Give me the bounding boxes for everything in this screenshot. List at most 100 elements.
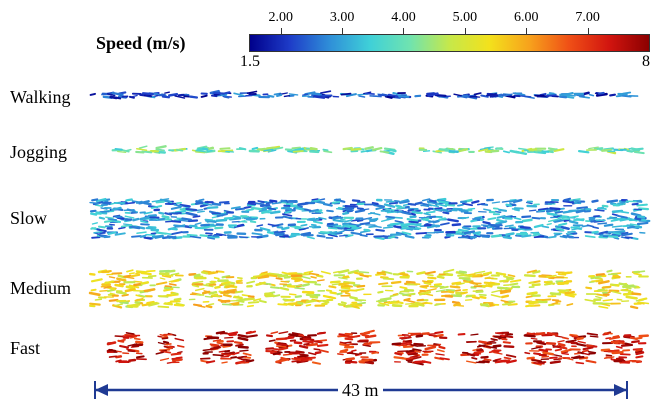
velocity-vector — [608, 336, 621, 340]
velocity-vector — [416, 298, 425, 302]
velocity-vector — [343, 219, 353, 223]
velocity-vector — [123, 274, 132, 278]
velocity-vector — [501, 215, 513, 219]
velocity-vector — [304, 208, 312, 212]
velocity-vector — [89, 201, 100, 204]
velocity-vector — [131, 235, 142, 238]
colorbar-tick-mark — [342, 28, 344, 34]
velocity-vector — [418, 290, 432, 296]
velocity-vector — [426, 302, 433, 305]
velocity-vector — [124, 288, 136, 293]
velocity-vector — [399, 286, 408, 290]
velocity-vector — [549, 356, 558, 360]
velocity-vector — [631, 340, 640, 344]
velocity-vector — [275, 345, 287, 348]
velocity-vector — [119, 300, 129, 305]
velocity-vector — [322, 202, 333, 207]
velocity-vector — [383, 203, 396, 208]
velocity-vector — [398, 94, 410, 99]
velocity-vector — [482, 271, 493, 276]
velocity-vector — [177, 351, 183, 354]
velocity-vector — [394, 352, 403, 356]
velocity-vector — [442, 211, 450, 215]
velocity-vector — [611, 351, 624, 355]
velocity-vector — [103, 285, 112, 289]
velocity-vector — [199, 234, 208, 237]
velocity-vector — [398, 292, 409, 297]
velocity-vector — [435, 353, 445, 356]
velocity-vector — [158, 211, 165, 215]
velocity-vector — [313, 95, 326, 99]
velocity-vector — [109, 223, 116, 226]
velocity-vector — [202, 284, 214, 288]
velocity-vector — [104, 280, 115, 285]
velocity-vector — [139, 281, 150, 286]
velocity-vector — [166, 235, 177, 240]
velocity-vector — [476, 344, 486, 348]
velocity-vector — [163, 287, 174, 292]
velocity-vector — [423, 281, 432, 286]
velocity-vector — [215, 330, 226, 335]
velocity-vector — [322, 148, 329, 152]
velocity-vector — [465, 294, 473, 298]
velocity-vector — [261, 274, 269, 278]
velocity-vector — [171, 358, 183, 362]
velocity-vector — [638, 301, 650, 305]
velocity-vector — [400, 227, 410, 230]
velocity-vector — [138, 294, 147, 298]
velocity-vector — [377, 271, 386, 275]
velocity-vector — [629, 223, 640, 227]
colorbar-tick-mark — [587, 28, 589, 34]
velocity-vector — [375, 272, 383, 276]
velocity-vector — [606, 269, 613, 273]
velocity-vector — [289, 224, 302, 229]
velocity-vector — [357, 301, 366, 305]
velocity-vector — [206, 336, 220, 340]
colorbar-title: Speed (m/s) — [96, 33, 186, 53]
velocity-vector — [343, 341, 352, 344]
velocity-vector — [565, 233, 573, 236]
velocity-vector — [205, 360, 216, 364]
velocity-vector — [356, 284, 366, 288]
velocity-vector — [443, 268, 455, 274]
velocity-vector — [350, 147, 362, 151]
velocity-vector — [434, 330, 444, 335]
velocity-vector — [346, 351, 354, 354]
velocity-vector — [234, 290, 244, 294]
colorbar-tick-mark — [464, 28, 466, 34]
velocity-vector — [568, 215, 579, 219]
velocity-vector — [208, 290, 218, 295]
velocity-vector — [502, 341, 511, 344]
velocity-vector — [399, 272, 409, 277]
velocity-vector — [598, 305, 609, 309]
velocity-vector — [193, 273, 201, 278]
velocity-vector — [631, 202, 639, 206]
velocity-vector — [521, 215, 532, 219]
velocity-vector — [526, 356, 535, 360]
velocity-vector — [328, 296, 336, 300]
velocity-vector — [610, 283, 617, 287]
velocity-vector — [277, 274, 289, 278]
velocity-vector — [490, 338, 498, 341]
velocity-vector — [373, 203, 385, 209]
velocity-vector — [269, 210, 281, 215]
velocity-vector — [306, 342, 318, 347]
velocity-vector — [246, 90, 258, 95]
scale-bar-left-arrow — [95, 384, 108, 396]
velocity-vector — [558, 357, 566, 359]
velocity-vector — [541, 298, 552, 302]
velocity-vector — [553, 358, 562, 361]
velocity-vector — [546, 332, 559, 336]
velocity-vector — [303, 270, 314, 274]
velocity-vector — [635, 349, 643, 354]
velocity-vector — [247, 202, 257, 206]
velocity-vector — [99, 289, 109, 292]
velocity-vector — [411, 356, 422, 360]
velocity-vector — [164, 285, 173, 289]
velocity-vector — [351, 305, 360, 309]
velocity-vector — [531, 346, 542, 350]
velocity-vector — [597, 91, 605, 95]
velocity-vector — [220, 299, 231, 303]
velocity-vector — [282, 206, 293, 211]
velocity-vector — [194, 150, 206, 154]
